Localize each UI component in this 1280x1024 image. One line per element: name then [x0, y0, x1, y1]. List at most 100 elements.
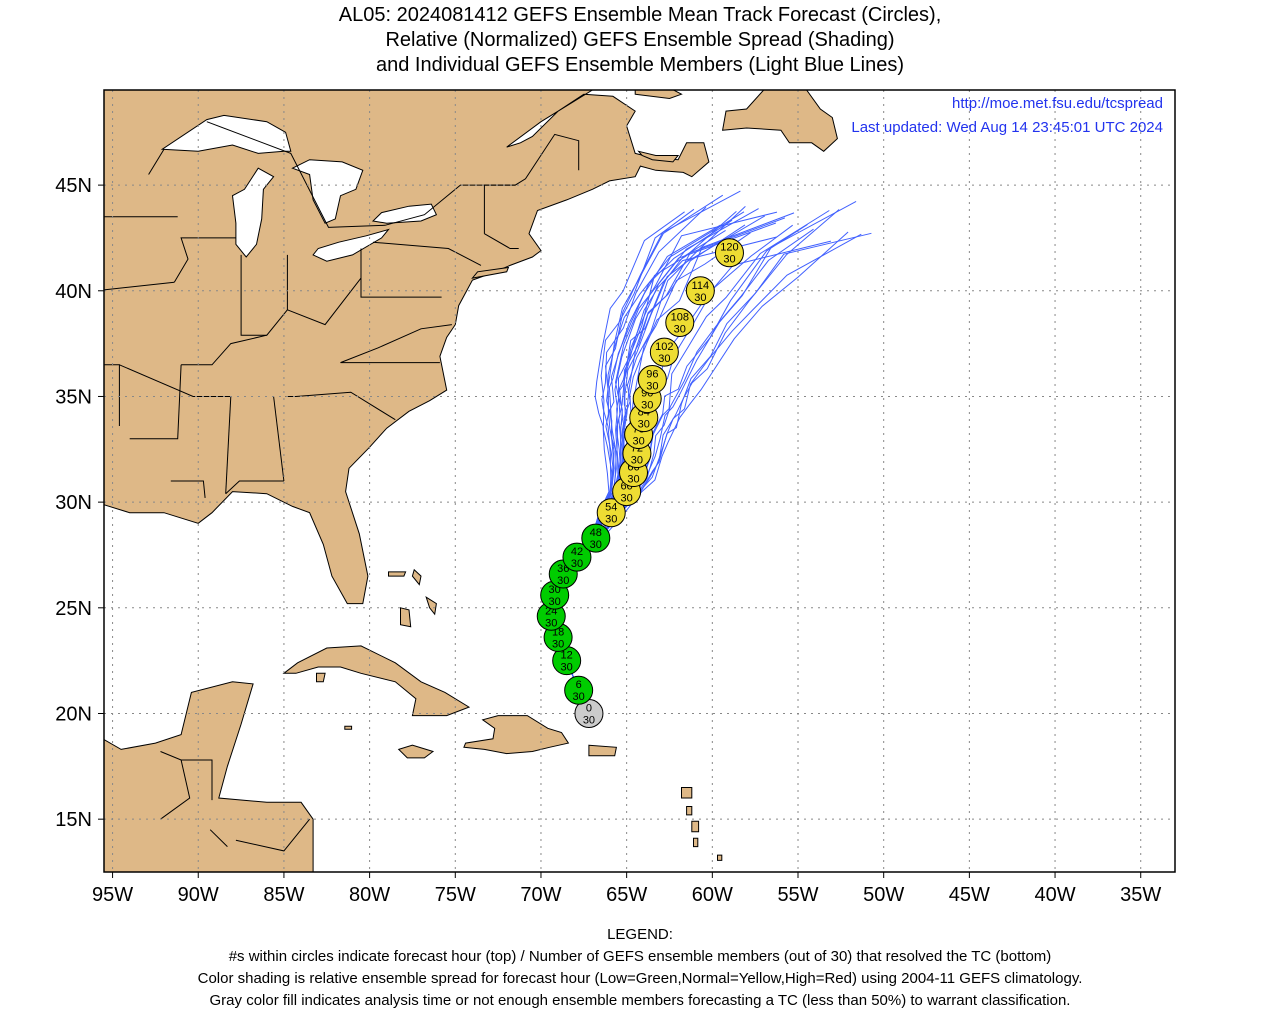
title-line-1: AL05: 2024081412 GEFS Ensemble Mean Trac… [338, 4, 942, 26]
lon-tick-label: 70W [520, 884, 561, 906]
eleuthera [425, 596, 437, 616]
track-circle[interactable] [649, 337, 679, 367]
boundary-line [240, 254, 288, 336]
great-abaco [411, 568, 422, 586]
forecast-hour-label: 0 [586, 702, 592, 714]
member-count-label: 30 [549, 596, 561, 608]
track-circle[interactable] [564, 675, 594, 705]
prince-edward-island [637, 150, 680, 163]
member-count-label: 30 [545, 617, 557, 629]
credit-updated: Last updated: Wed Aug 14 23:45:01 UTC 20… [851, 119, 1163, 136]
track-circle[interactable] [581, 523, 611, 553]
grand-bahama [388, 571, 407, 577]
north-america-land [104, 681, 314, 872]
track-point[interactable]: 030 [574, 698, 604, 728]
guadeloupe [681, 787, 693, 799]
cuba [282, 645, 471, 717]
lon-tick-label: 90W [178, 884, 219, 906]
track-circle[interactable] [637, 365, 667, 395]
boundary-line [104, 364, 120, 426]
member-count-label: 30 [723, 254, 735, 266]
member-count-label: 30 [561, 662, 573, 674]
boundary-line [286, 254, 362, 326]
member-count-label: 30 [583, 714, 595, 726]
member-count-label: 30 [627, 474, 639, 486]
forecast-hour-label: 6 [576, 679, 582, 691]
boundary-line [181, 334, 267, 366]
credit-url[interactable]: http://moe.met.fsu.edu/tcspread [952, 95, 1163, 112]
legend-line-3: Gray color fill indicates analysis time … [209, 992, 1071, 1009]
axis-ticks: 95W 90W 85W 80W 75W 70W 65W 60W 55W 50W 45W 40W 35W 1… [55, 175, 1161, 906]
boundary-line [285, 391, 396, 421]
member-count-label: 30 [571, 558, 583, 570]
lat-tick-label: 40N [55, 281, 92, 303]
track-circle[interactable] [685, 276, 715, 306]
lat-lon-grid [104, 90, 1175, 872]
lat-tick-label: 25N [55, 598, 92, 620]
member-count-label: 30 [674, 323, 686, 335]
track-circle[interactable] [562, 542, 592, 572]
boundary-line [209, 829, 228, 847]
lon-tick-label: 95W [92, 884, 133, 906]
member-count-label: 30 [621, 493, 633, 505]
forecast-hour-label: 114 [692, 280, 710, 292]
lake-huron [291, 159, 364, 224]
lat-tick-label: 15N [55, 809, 92, 831]
track-circle[interactable] [665, 307, 695, 337]
isle-of-youth [316, 672, 326, 683]
lat-tick-label: 35N [55, 386, 92, 408]
boundary-line [225, 396, 232, 494]
lat-tick-label: 20N [55, 703, 92, 725]
legend-line-2: Color shading is relative ensemble sprea… [197, 970, 1083, 987]
dominica [686, 806, 693, 816]
lon-tick-label: 65W [606, 884, 647, 906]
hispaniola [463, 715, 570, 755]
newfoundland [721, 90, 838, 152]
track-point[interactable]: 630 [564, 675, 594, 705]
lat-tick-label: 45N [55, 175, 92, 197]
forecast-hour-label: 108 [671, 311, 689, 323]
forecast-hour-label: 54 [605, 502, 617, 514]
forecast-hour-label: 96 [646, 369, 658, 381]
forecast-hour-label: 48 [590, 527, 602, 539]
lon-tick-label: 85W [263, 884, 304, 906]
boundary-line [235, 818, 310, 852]
boundary-line [206, 121, 516, 228]
anticosti-island [634, 90, 683, 100]
lon-tick-label: 35W [1120, 884, 1161, 906]
member-count-label: 30 [658, 353, 670, 365]
long-island [471, 266, 510, 279]
boundary-line [160, 759, 191, 820]
boundary-line [225, 480, 284, 495]
andros-island [400, 607, 412, 628]
barbados [717, 854, 723, 861]
track-circle[interactable] [714, 238, 744, 268]
track-map: 0306301230183024303030363042304830543060… [55, 89, 1176, 906]
boundary-line [372, 241, 482, 266]
lon-tick-label: 45W [949, 884, 990, 906]
jamaica [397, 744, 435, 759]
forecast-hour-label: 102 [655, 341, 673, 353]
forecast-hour-label: 12 [561, 650, 573, 662]
title-line-2: Relative (Normalized) GEFS Ensemble Spre… [385, 29, 895, 51]
boundary-line [273, 396, 285, 482]
member-count-label: 30 [641, 400, 653, 412]
lon-tick-label: 55W [777, 884, 818, 906]
member-count-label: 30 [694, 292, 706, 304]
lon-tick-label: 60W [692, 884, 733, 906]
member-count-label: 30 [633, 436, 645, 448]
track-circle[interactable] [596, 498, 626, 528]
member-count-label: 30 [573, 691, 585, 703]
martinique [691, 820, 700, 833]
lake-superior [160, 114, 292, 154]
